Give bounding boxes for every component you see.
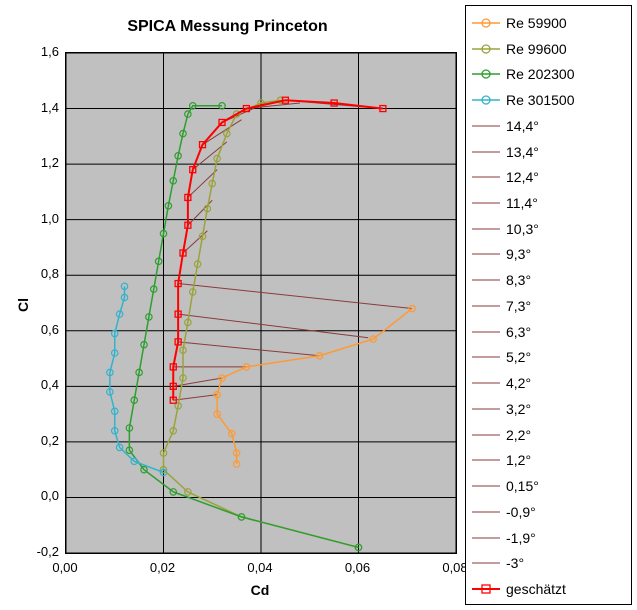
legend-label: 11,4°: [506, 195, 538, 211]
legend-swatch: [472, 91, 500, 109]
legend-item: 7,3°: [472, 293, 625, 319]
legend-item: 5,2°: [472, 345, 625, 371]
legend-label: 7,3°: [506, 298, 531, 314]
y-axis-label: Cl: [15, 298, 31, 312]
legend-swatch: [472, 426, 500, 444]
legend-item: 10,3°: [472, 216, 625, 242]
legend-label: -3°: [506, 555, 524, 571]
y-tick-label: 1,6: [27, 44, 59, 59]
y-tick-label: 1,4: [27, 100, 59, 115]
legend-swatch: [472, 194, 500, 212]
y-tick-label: 1,0: [27, 211, 59, 226]
legend-item: Re 301500: [472, 87, 625, 113]
legend-swatch: [472, 323, 500, 341]
legend-item: 14,4°: [472, 113, 625, 139]
legend-item: 2,2°: [472, 422, 625, 448]
legend-swatch: [472, 40, 500, 58]
y-tick-label: 0,4: [27, 377, 59, 392]
legend-swatch: [472, 451, 500, 469]
legend-swatch: [472, 14, 500, 32]
legend-label: 1,2°: [506, 452, 531, 468]
legend-item: 0,15°: [472, 473, 625, 499]
legend-swatch: [472, 529, 500, 547]
legend-label: 13,4°: [506, 144, 539, 160]
x-axis-label: Cd: [65, 582, 455, 598]
legend-label: 3,2°: [506, 401, 531, 417]
legend-item: -3°: [472, 550, 625, 576]
legend-label: 6,3°: [506, 324, 531, 340]
x-tick-label: 0,04: [245, 560, 275, 575]
legend-label: 12,4°: [506, 169, 539, 185]
y-tick-label: 0,6: [27, 322, 59, 337]
y-tick-label: 1,2: [27, 155, 59, 170]
legend-item: -1,9°: [472, 525, 625, 551]
y-tick-label: 0,0: [27, 488, 59, 503]
legend: Re 59900 Re 99600 Re 202300 Re 301500 14,4° 1…: [465, 5, 632, 605]
legend-swatch: [472, 220, 500, 238]
legend-label: 9,3°: [506, 246, 531, 262]
y-tick-label: -0,2: [27, 544, 59, 559]
legend-swatch: [472, 143, 500, 161]
legend-item: 4,2°: [472, 370, 625, 396]
legend-item: 13,4°: [472, 139, 625, 165]
legend-swatch: [472, 348, 500, 366]
legend-label: geschätzt: [506, 581, 566, 597]
legend-label: 0,15°: [506, 478, 539, 494]
legend-item: Re 59900: [472, 10, 625, 36]
legend-item: 8,3°: [472, 267, 625, 293]
legend-item: 6,3°: [472, 319, 625, 345]
legend-swatch: [472, 477, 500, 495]
legend-item: 1,2°: [472, 447, 625, 473]
legend-swatch: [472, 297, 500, 315]
x-tick-label: 0,00: [50, 560, 80, 575]
legend-label: 5,2°: [506, 349, 531, 365]
legend-swatch: [472, 554, 500, 572]
legend-item: 12,4°: [472, 164, 625, 190]
legend-label: -0,9°: [506, 504, 536, 520]
legend-item: Re 99600: [472, 36, 625, 62]
legend-label: Re 301500: [506, 92, 575, 108]
legend-item: Re 202300: [472, 61, 625, 87]
y-tick-label: 0,2: [27, 433, 59, 448]
legend-swatch: [472, 65, 500, 83]
chart-title: SPICA Messung Princeton: [0, 18, 455, 36]
y-tick-label: 0,8: [27, 266, 59, 281]
legend-swatch: [472, 580, 500, 598]
plot-svg: [66, 53, 456, 553]
legend-label: 14,4°: [506, 118, 539, 134]
legend-label: 10,3°: [506, 221, 539, 237]
legend-label: -1,9°: [506, 530, 536, 546]
legend-label: 4,2°: [506, 375, 531, 391]
x-tick-label: 0,06: [343, 560, 373, 575]
legend-label: Re 202300: [506, 66, 575, 82]
legend-swatch: [472, 503, 500, 521]
legend-label: Re 99600: [506, 41, 567, 57]
x-tick-label: 0,02: [148, 560, 178, 575]
chart-wrapper: SPICA Messung Princeton Cl Cd 0,00 0,02 0,…: [0, 0, 637, 610]
legend-label: Re 59900: [506, 15, 567, 31]
legend-label: 2,2°: [506, 427, 531, 443]
legend-item: -0,9°: [472, 499, 625, 525]
legend-item: 9,3°: [472, 242, 625, 268]
legend-swatch: [472, 400, 500, 418]
legend-item: 3,2°: [472, 396, 625, 422]
legend-swatch: [472, 245, 500, 263]
legend-swatch: [472, 168, 500, 186]
legend-swatch: [472, 374, 500, 392]
legend-item: 11,4°: [472, 190, 625, 216]
legend-label: 8,3°: [506, 272, 531, 288]
plot-area: [65, 52, 457, 554]
legend-swatch: [472, 117, 500, 135]
legend-item: geschätzt: [472, 576, 625, 602]
legend-swatch: [472, 271, 500, 289]
